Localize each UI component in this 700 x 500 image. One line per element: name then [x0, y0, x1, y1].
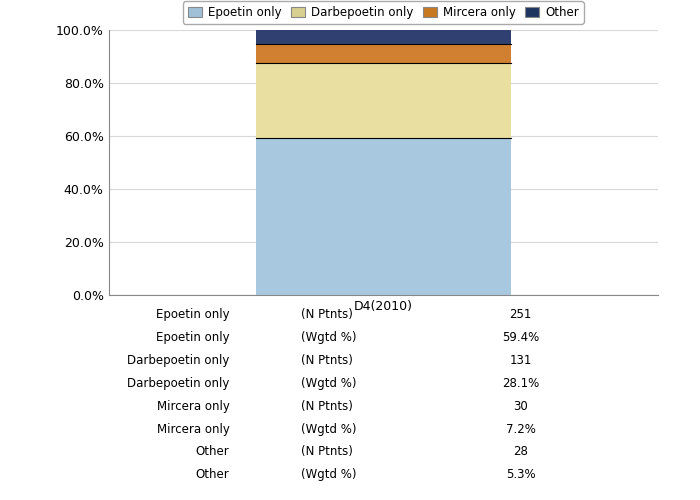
- Bar: [256, 44, 511, 63]
- Text: 28: 28: [513, 446, 528, 458]
- Text: (Wgtd %): (Wgtd %): [301, 331, 356, 344]
- Legend: Epoetin only, Darbepoetin only, Mircera only, Other: Epoetin only, Darbepoetin only, Mircera …: [183, 2, 584, 24]
- Text: Mircera only: Mircera only: [157, 400, 230, 412]
- Text: Other: Other: [195, 468, 230, 481]
- Text: 7.2%: 7.2%: [505, 422, 536, 436]
- Text: Darbepoetin only: Darbepoetin only: [127, 377, 230, 390]
- Text: 5.3%: 5.3%: [506, 468, 536, 481]
- Bar: [256, 138, 511, 296]
- Text: Other: Other: [195, 446, 230, 458]
- Text: Darbepoetin only: Darbepoetin only: [127, 354, 230, 367]
- Text: (N Ptnts): (N Ptnts): [301, 446, 353, 458]
- Bar: [256, 63, 511, 138]
- Text: (N Ptnts): (N Ptnts): [301, 354, 353, 367]
- Text: (N Ptnts): (N Ptnts): [301, 400, 353, 412]
- Text: (Wgtd %): (Wgtd %): [301, 422, 356, 436]
- Text: 30: 30: [513, 400, 528, 412]
- Text: 251: 251: [510, 308, 532, 322]
- Text: (Wgtd %): (Wgtd %): [301, 377, 356, 390]
- Text: (N Ptnts): (N Ptnts): [301, 308, 353, 322]
- Text: 59.4%: 59.4%: [502, 331, 539, 344]
- Text: 131: 131: [510, 354, 532, 367]
- Text: Mircera only: Mircera only: [157, 422, 230, 436]
- Text: (Wgtd %): (Wgtd %): [301, 468, 356, 481]
- Text: Epoetin only: Epoetin only: [156, 308, 230, 322]
- Bar: [256, 30, 511, 44]
- Text: Epoetin only: Epoetin only: [156, 331, 230, 344]
- Text: 28.1%: 28.1%: [502, 377, 539, 390]
